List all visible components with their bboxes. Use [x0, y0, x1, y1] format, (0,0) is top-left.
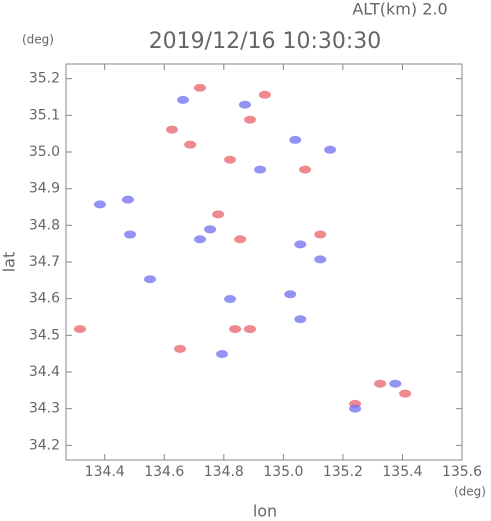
x-tick-label: 134.8 — [204, 464, 244, 480]
echo-point — [229, 325, 242, 334]
y-tick-label: 34.2 — [29, 437, 60, 453]
echo-point — [374, 379, 387, 388]
y-tick-label: 35.2 — [29, 71, 60, 87]
x-tick-label: 135.4 — [382, 464, 422, 480]
echo-point — [193, 83, 206, 92]
echo-point — [234, 235, 247, 244]
echo-point — [324, 145, 337, 154]
y-tick-label: 34.7 — [29, 254, 60, 270]
y-tick-label: 34.9 — [29, 181, 60, 197]
echo-point — [193, 235, 206, 244]
y-tick-label: 35.1 — [29, 107, 60, 123]
echo-point — [73, 325, 86, 334]
header: ALT(km) 2.0 — [352, 0, 447, 19]
echo-point — [244, 115, 257, 124]
echo-point — [294, 315, 307, 324]
echo-point — [284, 290, 297, 299]
x-tick-label: 135.6 — [442, 464, 482, 480]
echo-point — [174, 344, 187, 353]
x-tick-label: 134.6 — [144, 464, 184, 480]
x-axis-label: lon — [253, 502, 277, 521]
echo-point — [224, 155, 237, 164]
y-tick-label: 34.5 — [29, 327, 60, 343]
echo-point — [258, 90, 271, 99]
x-unit: (deg) — [454, 485, 486, 499]
y-tick-label: 34.6 — [29, 291, 60, 307]
echo-point — [93, 200, 106, 209]
echo-point — [165, 125, 178, 134]
echo-point — [121, 195, 134, 204]
echo-point — [399, 389, 412, 398]
echo-point — [349, 404, 362, 413]
echo-point — [216, 350, 229, 359]
y-tick-label: 34.3 — [29, 401, 60, 417]
x-tick-label: 135.2 — [323, 464, 363, 480]
echo-point — [294, 240, 307, 249]
echo-point — [389, 379, 402, 388]
echo-point — [184, 140, 197, 149]
chart-title: 2019/12/16 10:30:30 — [149, 29, 382, 54]
y-tick-label: 34.4 — [29, 364, 60, 380]
echo-point — [224, 295, 237, 304]
echo-point — [177, 95, 190, 104]
echo-point — [124, 230, 137, 239]
echo-point — [212, 210, 225, 219]
echo-point — [314, 230, 327, 239]
plot-frame — [65, 63, 463, 461]
echo-point — [143, 275, 156, 284]
x-tick-label: 135.0 — [263, 464, 303, 480]
echo-point — [244, 325, 257, 334]
y-tick-label: 35.0 — [29, 144, 60, 160]
echo-point — [289, 135, 302, 144]
echo-point — [254, 165, 267, 174]
echo-point — [238, 100, 251, 109]
echo-point — [204, 225, 217, 234]
y-unit: (deg) — [22, 33, 54, 47]
echo-point — [314, 255, 327, 264]
x-tick-label: 134.4 — [85, 464, 125, 480]
y-axis-label: lat — [0, 252, 19, 273]
echo-point — [299, 165, 312, 174]
y-tick-label: 34.8 — [29, 217, 60, 233]
